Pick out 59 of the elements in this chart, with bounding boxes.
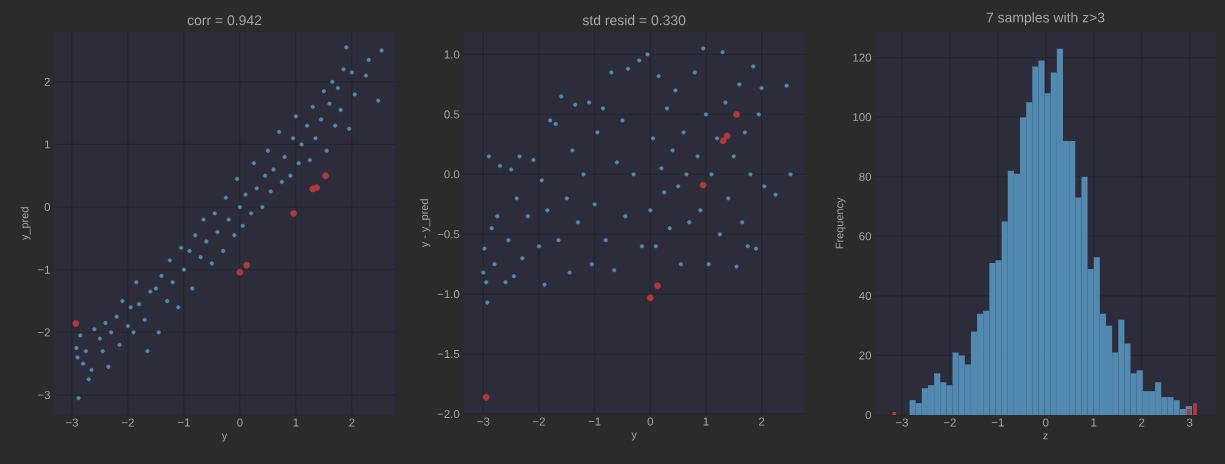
x-tick-label: 2 bbox=[1139, 418, 1145, 427]
x-axis-title: y bbox=[631, 432, 637, 441]
point bbox=[482, 393, 490, 401]
point bbox=[733, 111, 740, 118]
y-tick-label: −2 bbox=[37, 328, 50, 337]
x-axis-title: z bbox=[1043, 433, 1048, 440]
y-tick-label: 40 bbox=[859, 291, 872, 300]
y-tick-label: −1.0 bbox=[437, 290, 460, 299]
point bbox=[236, 268, 244, 276]
x-tick-label: −3 bbox=[477, 417, 490, 426]
chart-title: std resid = 0.330 bbox=[582, 14, 686, 26]
x-axis-title: y bbox=[221, 433, 228, 442]
y-tick-label: 100 bbox=[853, 113, 872, 122]
x-tick-label: 1 bbox=[1091, 418, 1097, 427]
y-tick-label: −2.0 bbox=[437, 409, 460, 419]
y-axis-title: y_pred bbox=[20, 207, 31, 241]
x-tick-label: 0 bbox=[237, 418, 243, 427]
x-tick-label: −2 bbox=[533, 417, 545, 426]
y-axis-title: y - y_pred bbox=[420, 199, 431, 248]
point bbox=[313, 184, 320, 192]
y-tick-label: 1 bbox=[44, 140, 50, 149]
y-tick-label: 60 bbox=[859, 232, 872, 241]
x-tick-label: 1 bbox=[293, 418, 299, 427]
x-tick-label: −2 bbox=[943, 418, 956, 427]
point bbox=[290, 209, 298, 217]
x-tick-label: 0 bbox=[1043, 418, 1049, 427]
point bbox=[723, 132, 731, 140]
y-tick-label: −3 bbox=[37, 390, 50, 400]
x-tick-label: −1 bbox=[177, 418, 190, 427]
point bbox=[243, 261, 251, 269]
x-tick-label: −1 bbox=[588, 417, 601, 426]
y-tick-label: 0.0 bbox=[444, 170, 460, 179]
x-tick-label: 3 bbox=[1186, 418, 1193, 427]
chart-title: 7 samples with z>3 bbox=[986, 12, 1105, 26]
x-tick-label: 0 bbox=[647, 417, 654, 426]
y-tick-label: −1.5 bbox=[437, 350, 460, 359]
y-tick-label: 2 bbox=[44, 77, 50, 86]
y-tick-label: 0 bbox=[44, 203, 51, 212]
y-axis-title: Frequency bbox=[835, 197, 846, 249]
point bbox=[322, 172, 329, 180]
x-tick-label: −3 bbox=[65, 418, 78, 427]
x-tick-label: 2 bbox=[759, 417, 765, 426]
point bbox=[654, 282, 661, 290]
y-tick-label: −0.5 bbox=[437, 230, 460, 239]
y-tick-label: 80 bbox=[859, 172, 872, 181]
y-tick-label: −1 bbox=[37, 265, 50, 274]
x-tick-label: −2 bbox=[121, 418, 134, 427]
point bbox=[646, 294, 654, 302]
chart-title: corr = 0.942 bbox=[187, 15, 262, 26]
point bbox=[72, 320, 80, 327]
y-tick-label: 120 bbox=[853, 53, 872, 62]
point bbox=[699, 181, 707, 189]
x-tick-label: −3 bbox=[895, 418, 908, 427]
x-tick-label: −1 bbox=[991, 418, 1004, 427]
y-tick-label: 20 bbox=[859, 351, 872, 360]
y-tick-label: 0.5 bbox=[444, 110, 460, 119]
y-tick-label: 1.0 bbox=[444, 50, 460, 59]
x-tick-label: 1 bbox=[703, 417, 709, 426]
x-tick-label: 2 bbox=[349, 418, 355, 427]
